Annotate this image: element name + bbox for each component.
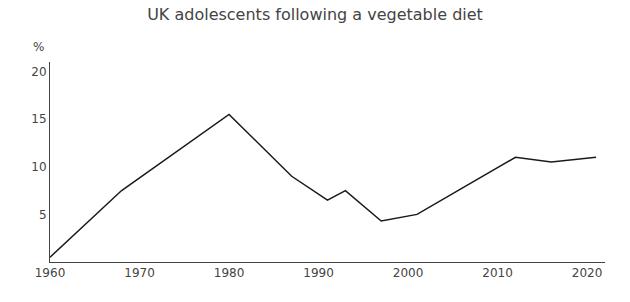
svg-text:15: 15 xyxy=(31,112,46,126)
svg-text:2020: 2020 xyxy=(572,266,603,280)
svg-text:2010: 2010 xyxy=(482,266,513,280)
svg-text:10: 10 xyxy=(31,160,46,174)
svg-text:1970: 1970 xyxy=(124,266,155,280)
svg-text:%: % xyxy=(33,40,44,54)
svg-text:1990: 1990 xyxy=(303,266,334,280)
svg-text:1980: 1980 xyxy=(214,266,245,280)
svg-text:1960: 1960 xyxy=(35,266,66,280)
svg-text:5: 5 xyxy=(39,208,47,222)
svg-text:UK adolescents following a veg: UK adolescents following a vegetable die… xyxy=(147,5,483,24)
svg-text:2000: 2000 xyxy=(393,266,424,280)
svg-text:20: 20 xyxy=(31,65,46,79)
